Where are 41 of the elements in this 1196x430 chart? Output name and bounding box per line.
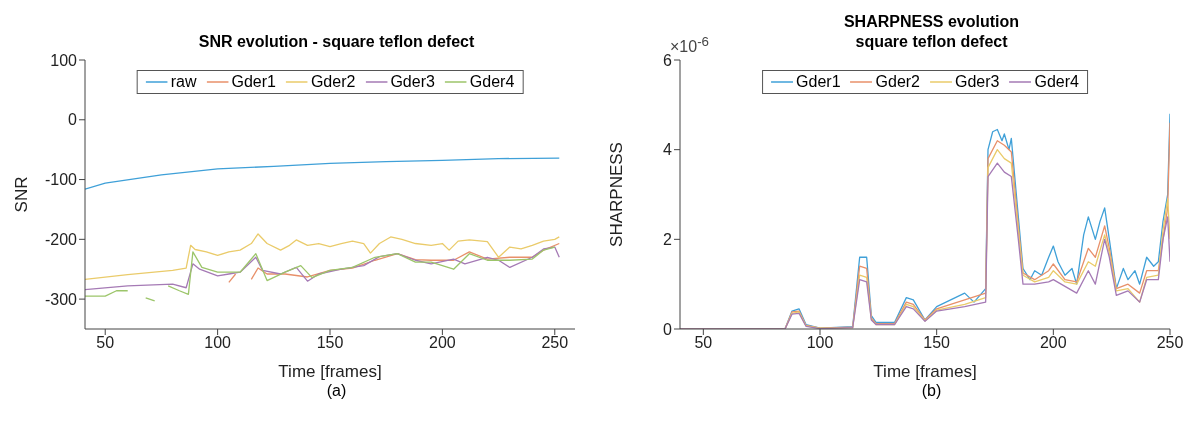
legend-label: Gder2 xyxy=(310,73,356,91)
x-tick-label: 200 xyxy=(1039,334,1067,352)
chart-title: SHARPNESS evolution xyxy=(842,12,1021,32)
legend-label: Gder1 xyxy=(231,73,276,91)
y-tick-label: 2 xyxy=(663,231,673,249)
line-series xyxy=(85,157,560,190)
x-tick-label: 100 xyxy=(204,334,232,352)
x-tick-label: 200 xyxy=(429,334,456,352)
text: (a) xyxy=(325,382,348,400)
chart-subtitle: square teflon defect xyxy=(855,33,1008,50)
y-axis-title: SHARPNESS xyxy=(607,142,627,247)
line-series xyxy=(85,233,560,281)
x-tick-label: 250 xyxy=(541,334,569,352)
y-tick-label: 6 xyxy=(663,51,673,69)
y-tick-label: 0 xyxy=(663,320,673,338)
legend-label: raw xyxy=(170,73,197,91)
x-tick-label: 50 xyxy=(96,334,115,352)
text: (b) xyxy=(920,382,943,400)
chart-title: SNR evolution - square teflon defect xyxy=(197,32,476,52)
legend-label: Gder3 xyxy=(955,73,1000,91)
y-tick-label: 100 xyxy=(50,51,78,69)
x-tick-label: 50 xyxy=(694,334,713,352)
y-axis-title: SNR xyxy=(12,176,32,213)
y-tick-label: -100 xyxy=(44,171,78,189)
x-tick-label: 150 xyxy=(923,334,951,352)
legend-label: Gder3 xyxy=(390,73,435,91)
y-tick-label: 0 xyxy=(68,111,78,129)
y-tick-label: -200 xyxy=(44,231,78,249)
x-tick-label: 100 xyxy=(806,334,834,352)
y-tick-label: -300 xyxy=(44,290,78,308)
text: ×10$^{-6}$ xyxy=(670,34,709,56)
legend-label: Gder1 xyxy=(796,73,841,91)
y-tick-label: 4 xyxy=(663,141,673,159)
x-tick-label: 150 xyxy=(316,334,344,352)
x-axis-title: Time [frames] xyxy=(278,362,382,381)
x-axis-title: Time [frames] xyxy=(873,362,977,381)
legend-label: Gder2 xyxy=(875,73,920,91)
line-series xyxy=(85,246,560,291)
legend-label: Gder4 xyxy=(469,73,515,91)
x-tick-label: 250 xyxy=(1156,334,1184,352)
legend-label: Gder4 xyxy=(1034,73,1079,91)
